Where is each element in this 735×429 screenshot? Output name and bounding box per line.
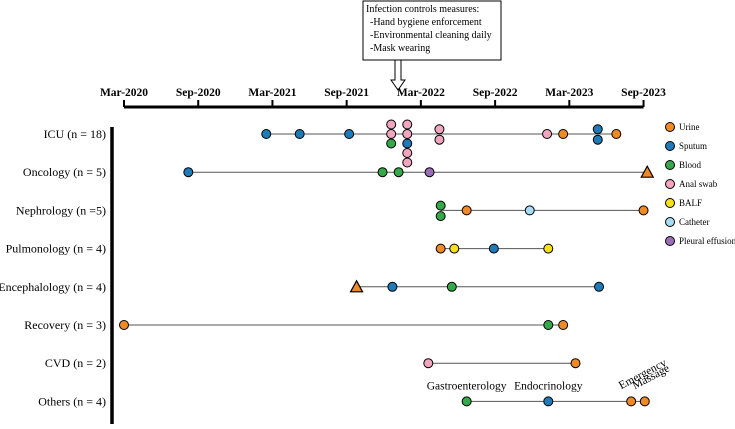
note-item-hand-hygiene: -Hand bygiene enforcement — [370, 17, 482, 28]
event-marker-others-n-4-sputum-1 — [544, 397, 553, 406]
event-marker-icu-n-18-anal-swab-7 — [403, 130, 412, 139]
event-marker-icu-n-18-sputum-8 — [403, 139, 412, 148]
tick-label-mar-2021: Mar-2021 — [248, 87, 296, 99]
event-marker-icu-n-18-sputum-1 — [295, 130, 304, 139]
note-title: Infection controls measures: — [366, 4, 479, 15]
event-marker-icu-n-18-urine-14 — [559, 130, 568, 139]
event-marker-icu-n-18-anal-swab-10 — [403, 158, 412, 167]
event-marker-recovery-n-3-blood-1 — [544, 321, 553, 330]
row-label-oncology-n-5: Oncology (n = 5) — [23, 165, 106, 179]
event-marker-icu-n-18-anal-swab-3 — [387, 120, 396, 129]
event-marker-pulmonology-n-4-balf-3 — [544, 244, 553, 253]
legend-swatch-catheter — [666, 218, 675, 227]
event-marker-icu-n-18-anal-swab-6 — [403, 120, 412, 129]
infection-control-note: Infection controls measures: -Hand bygie… — [363, 1, 501, 90]
tick-label-mar-2023: Mar-2023 — [545, 87, 593, 99]
annotation-endocrinology: Endocrinology — [514, 380, 583, 392]
legend-label-catheter: Catheter — [679, 217, 710, 227]
row-label-encephalology-n-4: Encephalology (n = 4) — [0, 280, 106, 294]
event-marker-icu-n-18-sputum-2 — [345, 130, 354, 139]
event-marker-nephrology-n-5-blood-1 — [436, 212, 445, 221]
event-marker-cvd-n-2-anal-swab-0 — [424, 359, 433, 368]
event-marker-icu-n-18-anal-swab-11 — [435, 125, 444, 134]
event-marker-others-n-4-urine-3 — [640, 397, 649, 406]
event-marker-pulmonology-n-4-sputum-2 — [489, 244, 498, 253]
event-marker-others-n-4-urine-2 — [627, 397, 636, 406]
legend-swatch-anal-swab — [666, 180, 675, 189]
event-marker-nephrology-n-5-urine-2 — [462, 206, 471, 215]
event-marker-icu-n-18-blood-5 — [387, 139, 396, 148]
event-marker-nephrology-n-5-urine-4 — [639, 206, 648, 215]
event-marker-oncology-n-5-blood-1 — [378, 168, 387, 177]
legend-swatch-pleural-effusion — [666, 237, 675, 246]
tick-label-mar-2022: Mar-2022 — [397, 87, 445, 99]
legend-swatch-balf — [666, 199, 675, 208]
row-label-nephrology-n-5: Nephrology (n =5) — [16, 203, 106, 217]
row-label-recovery-n-3: Recovery (n = 3) — [24, 318, 106, 332]
event-marker-icu-n-18-urine-17 — [612, 130, 621, 139]
row-label-icu-n-18: ICU (n = 18) — [44, 127, 106, 141]
event-marker-recovery-n-3-urine-2 — [559, 321, 568, 330]
event-marker-nephrology-n-5-catheter-3 — [525, 206, 534, 215]
event-marker-encephalology-n-4-sputum-2 — [595, 282, 604, 291]
time-axis: Mar-2020 Sep-2020 Mar-2021 Sep-2021 Mar-2022… — [100, 87, 666, 107]
legend-label-urine: Urine — [679, 122, 700, 132]
event-marker-encephalology-n-4-sputum-0 — [388, 282, 397, 291]
legend-label-anal-swab: Anal swab — [679, 179, 718, 189]
tick-label-sep-2023: Sep-2023 — [621, 87, 666, 99]
tick-label-sep-2021: Sep-2021 — [324, 87, 369, 99]
event-marker-icu-n-18-anal-swab-9 — [403, 149, 412, 158]
row-label-others-n-4: Others (n = 4) — [38, 394, 106, 408]
annotation-gastroenterology: Gastroenterology — [427, 380, 507, 392]
event-marker-pulmonology-n-4-balf-1 — [450, 244, 459, 253]
timeline-rows: ICU (n = 18) Oncology (n = 5) Nephrology (… — [0, 120, 653, 424]
event-marker-icu-n-18-anal-swab-12 — [435, 135, 444, 144]
event-marker-nephrology-n-5-blood-0 — [436, 201, 445, 210]
tick-label-sep-2022: Sep-2022 — [473, 87, 518, 99]
tick-label-mar-2020: Mar-2020 — [100, 87, 148, 99]
note-item-mask: -Mask wearing — [370, 43, 430, 54]
legend: Urine Sputum Blood Anal swab BALF Catheter Ple… — [666, 122, 735, 246]
legend-label-blood: Blood — [679, 160, 702, 170]
event-marker-icu-n-18-sputum-16 — [593, 135, 602, 144]
event-marker-oncology-n-5-blood-2 — [394, 168, 403, 177]
row-label-pulmonology-n-4: Pulmonology (n = 4) — [6, 242, 106, 256]
legend-label-sputum: Sputum — [679, 141, 707, 151]
event-marker-icu-n-18-sputum-0 — [262, 130, 271, 139]
tick-label-sep-2020: Sep-2020 — [176, 87, 221, 99]
event-marker-oncology-n-5-sputum-0 — [184, 168, 193, 177]
legend-label-pleural-effusion: Pleural effusion — [679, 236, 735, 246]
event-marker-recovery-n-3-urine-0 — [120, 321, 129, 330]
event-marker-icu-n-18-anal-swab-4 — [387, 130, 396, 139]
legend-swatch-sputum — [666, 142, 675, 151]
row-label-cvd-n-2: CVD (n = 2) — [45, 356, 106, 370]
event-marker-icu-n-18-anal-swab-13 — [543, 130, 552, 139]
note-item-cleaning: -Environmental cleaning daily — [370, 30, 492, 41]
legend-swatch-blood — [666, 161, 675, 170]
event-marker-pulmonology-n-4-urine-0 — [436, 244, 445, 253]
legend-label-balf: BALF — [679, 198, 702, 208]
event-marker-others-n-4-blood-0 — [462, 397, 471, 406]
legend-swatch-urine — [666, 123, 675, 132]
event-marker-cvd-n-2-urine-1 — [571, 359, 580, 368]
event-marker-encephalology-n-4-blood-1 — [447, 282, 456, 291]
event-marker-oncology-n-5-pleural-effusion-3 — [425, 168, 434, 177]
down-arrow-icon — [391, 60, 405, 90]
event-marker-icu-n-18-sputum-15 — [593, 125, 602, 134]
